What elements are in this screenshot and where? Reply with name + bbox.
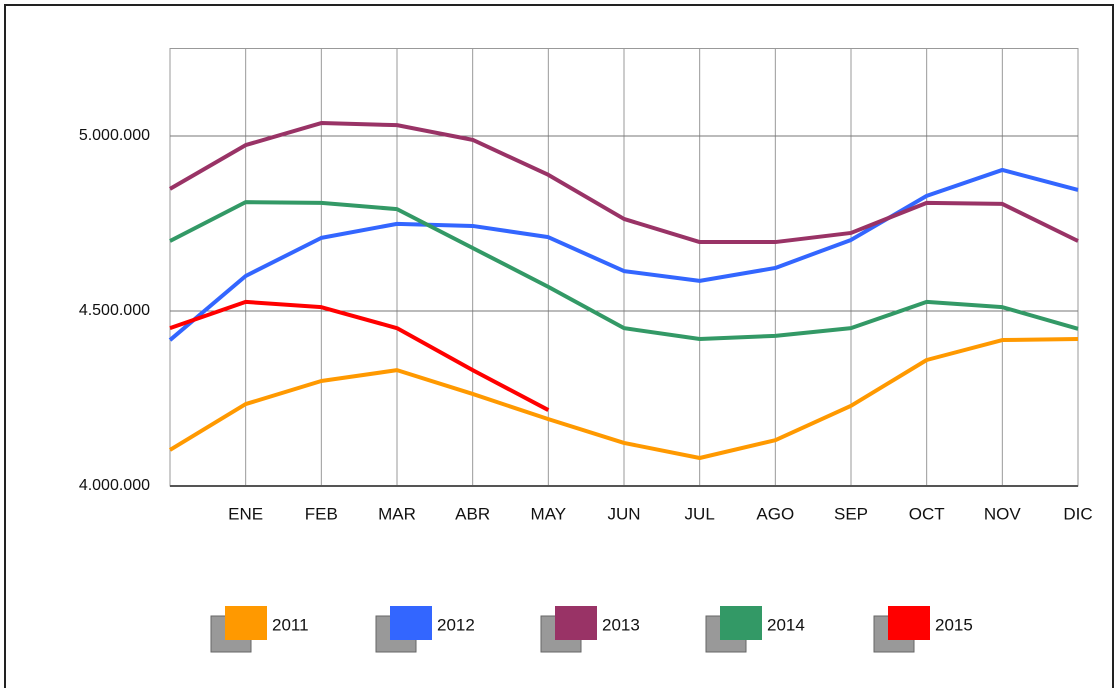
- legend-swatch: [888, 606, 930, 640]
- x-tick-label: JUL: [685, 504, 715, 523]
- line-series: [168, 337, 1079, 460]
- legend-swatch: [555, 606, 597, 640]
- legend-label: 2013: [602, 615, 640, 634]
- y-tick-label: 5.000.000: [79, 127, 150, 144]
- frame: [4, 4, 1114, 693]
- legend-label: 2011: [272, 615, 309, 634]
- line-series: [168, 121, 1079, 245]
- y-tick-label: 4.500.000: [79, 302, 150, 319]
- legend-label: 2015: [935, 615, 973, 634]
- x-tick-label: NOV: [984, 504, 1022, 523]
- x-tick-label: ABR: [455, 504, 490, 523]
- x-tick-label: DIC: [1063, 504, 1092, 523]
- x-tick-label: SEP: [834, 504, 868, 523]
- x-tick-label: OCT: [909, 504, 945, 523]
- line-series: [168, 167, 1079, 342]
- legend-swatch: [225, 606, 267, 640]
- x-tick-label: AGO: [756, 504, 794, 523]
- x-tick-label: FEB: [305, 504, 338, 523]
- legend-swatch: [390, 606, 432, 640]
- legend-label: 2014: [767, 615, 805, 634]
- y-tick-label: 4.000.000: [79, 477, 150, 494]
- x-tick-label: JUN: [607, 504, 640, 523]
- x-tick-label: MAR: [378, 504, 416, 523]
- x-tick-label: ENE: [228, 504, 263, 523]
- x-tick-label: MAY: [531, 504, 567, 523]
- legend-label: 2012: [437, 615, 475, 634]
- line-series: [169, 299, 550, 412]
- legend-swatch: [720, 606, 762, 640]
- line-series: [169, 200, 1079, 341]
